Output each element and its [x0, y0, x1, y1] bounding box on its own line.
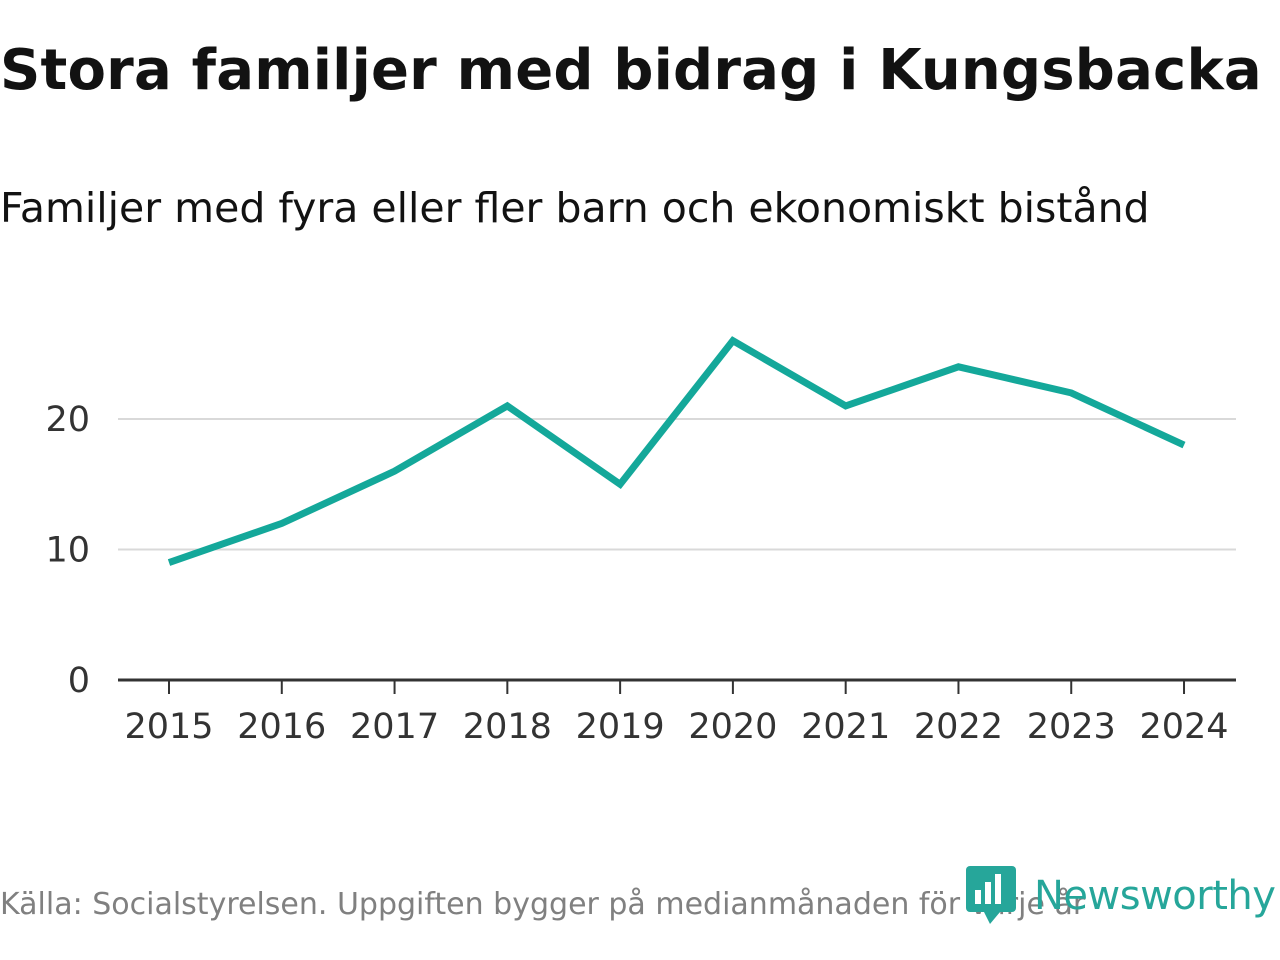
- x-tick-label: 2019: [576, 707, 665, 747]
- gridlines: [118, 418, 1236, 551]
- x-tick-label: 2024: [1139, 707, 1228, 747]
- y-tick-label: 20: [45, 400, 90, 440]
- chart-subtitle: Familjer med fyra eller fler barn och ek…: [0, 184, 1150, 232]
- x-tick-label: 2016: [237, 707, 326, 747]
- x-tick-label: 2020: [688, 707, 777, 747]
- x-tick-label: 2023: [1027, 707, 1116, 747]
- series-line: [167, 336, 1186, 566]
- newsworthy-logo: Newsworthy: [966, 866, 1276, 926]
- x-axis-ticks: [168, 680, 1186, 694]
- x-tick-label: 2018: [463, 707, 552, 747]
- x-tick-label: 2021: [801, 707, 890, 747]
- y-tick-label: 0: [68, 661, 90, 701]
- newsworthy-logo-icon: [966, 866, 1016, 924]
- y-tick-label: 10: [45, 531, 90, 571]
- x-tick-label: 2017: [350, 707, 439, 747]
- source-note: Källa: Socialstyrelsen. Uppgiften bygger…: [0, 887, 1086, 922]
- chart-title: Stora familjer med bidrag i Kungsbacka: [0, 38, 1262, 103]
- brand-name: Newsworthy: [1034, 873, 1276, 919]
- x-axis-labels: 2015 2016 2017 2018 2019 2020 2021 2022 2023 2024: [124, 707, 1228, 747]
- x-tick-label: 2022: [914, 707, 1003, 747]
- data-series: [167, 336, 1186, 566]
- x-tick-label: 2015: [124, 707, 213, 747]
- y-axis-labels: 0 10 20: [45, 400, 90, 701]
